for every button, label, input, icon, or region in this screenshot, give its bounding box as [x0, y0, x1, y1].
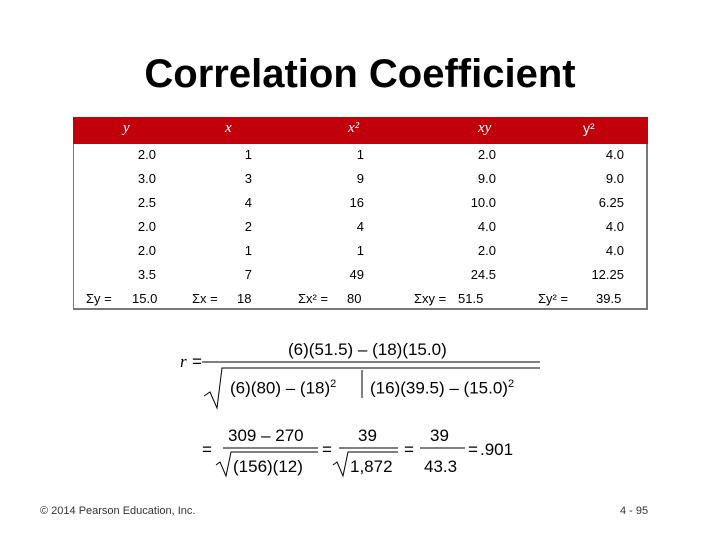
table-cell: 16 — [349, 195, 364, 210]
header-y: y — [123, 120, 130, 136]
sum-label: Σy² = — [538, 291, 569, 306]
sum-value: 39.5 — [596, 291, 622, 306]
den-right-exp: 2 — [507, 378, 515, 390]
den-right-text: (16)(39.5) – (15.0) — [370, 378, 508, 398]
table-cell: 1 — [356, 147, 364, 162]
data-table: y x x² xy y² 2.0 1 1 2.0 4.0 3.0 3 9 9.0 9.0 2.5 4 1… — [73, 117, 648, 310]
table-cell: 6.25 — [598, 195, 624, 210]
step2-numerator: 39 — [358, 426, 377, 445]
den-left-exp: 2 — [330, 378, 337, 390]
table-cell: 12.25 — [591, 267, 624, 282]
step3-denominator: 43.3 — [424, 457, 458, 476]
table-cell: 9 — [356, 171, 364, 186]
table-cell: 2.0 — [137, 147, 156, 162]
slide-title: Correlation Coefficient — [144, 52, 576, 96]
copyright-text: © 2014 Pearson Education, Inc. — [40, 505, 196, 517]
step1-denominator: (156)(12) — [233, 457, 303, 476]
table-cell: 2.5 — [137, 195, 156, 210]
step1-numerator: 309 – 270 — [228, 426, 304, 445]
table-cell: 4 — [356, 219, 364, 234]
sum-value: 18 — [237, 291, 252, 306]
table-cell: 3.5 — [137, 267, 156, 282]
step2-denominator: 1,872 — [350, 457, 393, 476]
table-cell: 4.0 — [605, 147, 624, 162]
table-cell: 24.5 — [470, 267, 496, 282]
r-symbol: r — [180, 352, 187, 371]
table-cell: 7 — [244, 267, 252, 282]
result-equals: = — [468, 440, 478, 459]
header-x2: x² — [348, 120, 360, 136]
page-number: 4 - 95 — [620, 505, 649, 517]
table-cell: 1 — [244, 147, 252, 162]
step3-equals: = — [404, 440, 414, 459]
table-cell: 4 — [244, 195, 252, 210]
table-body: 2.0 1 1 2.0 4.0 3.0 3 9 9.0 9.0 2.5 4 16 10.0 6.25 2.0 2… — [73, 144, 648, 310]
table-cell: 9.0 — [477, 171, 496, 186]
table-cell: 4.0 — [605, 219, 624, 234]
header-xy: xy — [478, 120, 492, 136]
formula-denominator-left: (6)(80) – (18)2 — [230, 374, 336, 399]
sum-label: Σx² = — [298, 291, 329, 306]
table-cell: 2 — [244, 219, 252, 234]
r-equals: = — [192, 352, 202, 371]
formula-numerator: (6)(51.5) – (18)(15.0) — [288, 340, 447, 359]
table-header: y x x² xy y² — [73, 117, 648, 144]
header-y2: y² — [583, 120, 595, 136]
result-value: .901 — [480, 440, 514, 459]
sum-label: Σy = — [86, 291, 112, 306]
formula-denominator-right: (16)(39.5) – (15.0)2 — [370, 374, 514, 399]
table-cell: 2.0 — [477, 243, 496, 258]
table-cell: 1 — [244, 243, 252, 258]
table-cell: 49 — [349, 267, 364, 282]
table-cell: 4.0 — [605, 243, 624, 258]
table-cell: 2.0 — [137, 243, 156, 258]
table-cell: 3 — [244, 171, 252, 186]
table-cell: 10.0 — [470, 195, 496, 210]
den-left-text: (6)(80) – (18) — [230, 378, 331, 398]
table-cell: 4.0 — [477, 219, 496, 234]
step3-numerator: 39 — [430, 426, 449, 445]
step1-equals: = — [202, 440, 212, 459]
sum-label: Σx = — [192, 291, 218, 306]
table-cell: 1 — [356, 243, 364, 258]
sum-value: 15.0 — [132, 291, 158, 306]
header-x: x — [225, 120, 232, 136]
sum-label: Σxy = — [414, 291, 447, 306]
table-cell: 9.0 — [605, 171, 624, 186]
sum-value: 80 — [347, 291, 362, 306]
table-cell: 2.0 — [137, 219, 156, 234]
table-cell: 2.0 — [477, 147, 496, 162]
step2-equals: = — [322, 440, 332, 459]
table-cell: 3.0 — [137, 171, 156, 186]
sum-value: 51.5 — [458, 291, 484, 306]
